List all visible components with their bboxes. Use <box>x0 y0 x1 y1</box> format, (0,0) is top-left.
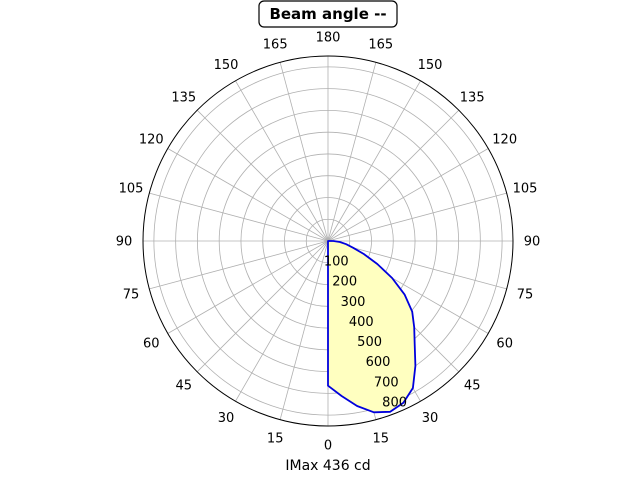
grid-spoke <box>279 240 329 420</box>
grid-spoke <box>167 240 329 334</box>
angle-tick-label: 165 <box>263 38 288 53</box>
angle-tick-label: 105 <box>513 182 538 197</box>
angle-tick-label: 30 <box>422 411 439 426</box>
grid-spoke <box>149 192 329 242</box>
chart-title: Beam angle -- <box>269 5 386 23</box>
angle-tick-label: 15 <box>373 432 390 447</box>
angle-tick-label: 150 <box>418 58 443 73</box>
polar-frame <box>142 55 514 427</box>
angle-tick-label: 135 <box>460 90 485 105</box>
angle-tick-label: 30 <box>218 411 235 426</box>
grid-spoke <box>327 240 507 290</box>
radial-tick-label: 300 <box>341 295 366 310</box>
angle-tick-label: 45 <box>176 379 193 394</box>
angle-tick-label: 90 <box>524 235 541 250</box>
radial-tick-label: 700 <box>374 375 399 390</box>
x-axis-label: IMax 436 cd <box>285 458 370 474</box>
angle-tick-label: 150 <box>214 58 239 73</box>
radial-tick-label: 500 <box>357 335 382 350</box>
angle-tick-label: 60 <box>143 337 160 352</box>
radial-tick-label: 400 <box>349 315 374 330</box>
angle-tick-label: 165 <box>368 38 393 53</box>
grid-spoke <box>279 62 329 242</box>
grid-spoke <box>196 109 329 242</box>
grid-spoke <box>235 240 329 402</box>
grid-spoke <box>196 240 329 373</box>
grid-spoke <box>149 240 329 290</box>
grid-spoke <box>327 80 421 242</box>
radial-tick-label: 800 <box>382 395 407 410</box>
radial-tick-label: 200 <box>332 275 357 290</box>
grid-spoke <box>327 109 460 242</box>
angle-tick-label: 120 <box>139 133 164 148</box>
radial-tick-labels: 100 200 300 400 500 600 700 800 <box>324 255 407 411</box>
angle-tick-label: 15 <box>267 432 284 447</box>
angle-tick-label: 180 <box>316 31 341 46</box>
angle-tick-labels: 0 15 30 45 60 75 90 105 120 135 150 165 180 165 150 135… <box>116 31 541 454</box>
grid-spoke <box>327 192 507 242</box>
angle-tick-label: 60 <box>496 337 513 352</box>
series-layer <box>327 240 417 414</box>
angle-tick-label: 90 <box>116 235 133 250</box>
angle-tick-label: 120 <box>492 133 517 148</box>
angle-tick-label: 0 <box>324 439 332 454</box>
angle-tick-label: 75 <box>517 287 534 302</box>
grid-spoke <box>327 62 377 242</box>
grid-spoke <box>167 148 329 242</box>
chart-title-box: Beam angle -- <box>258 0 398 28</box>
series-fill <box>328 241 416 413</box>
radial-tick-label: 100 <box>324 255 349 270</box>
angle-tick-label: 135 <box>171 90 196 105</box>
grid-spoke <box>235 80 329 242</box>
angle-tick-label: 105 <box>119 182 144 197</box>
grid-spoke <box>327 148 489 242</box>
angle-tick-label: 75 <box>123 287 140 302</box>
radial-tick-label: 600 <box>366 355 391 370</box>
angle-tick-label: 45 <box>464 379 481 394</box>
series-line <box>327 240 417 414</box>
